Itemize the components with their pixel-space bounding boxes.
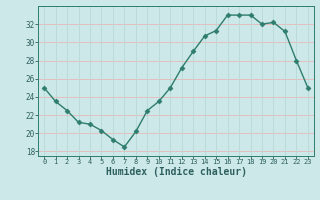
X-axis label: Humidex (Indice chaleur): Humidex (Indice chaleur) (106, 167, 246, 177)
